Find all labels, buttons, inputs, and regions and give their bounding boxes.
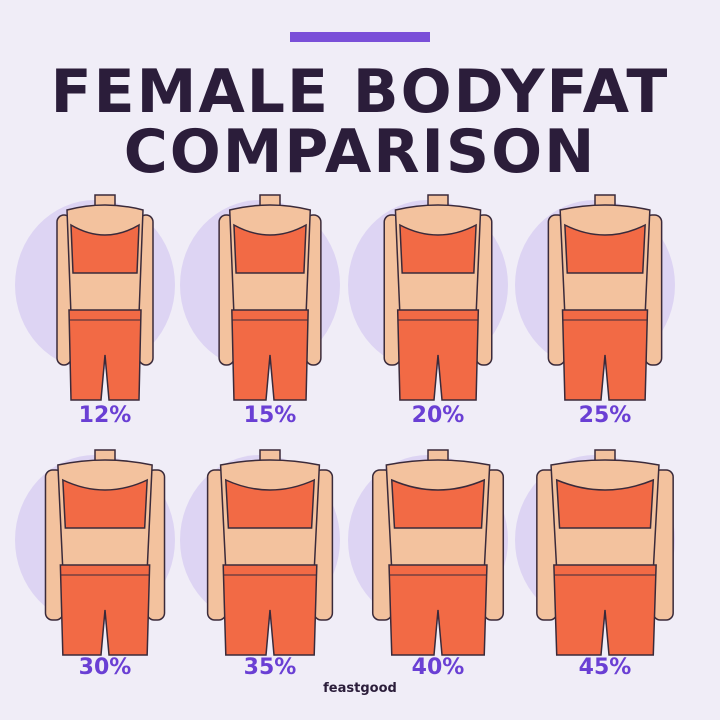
shorts xyxy=(396,309,480,401)
top xyxy=(62,478,148,529)
shorts xyxy=(59,564,151,656)
top xyxy=(70,223,140,274)
percentage-label: 40% xyxy=(412,655,465,680)
percentage-label: 35% xyxy=(244,655,297,680)
top xyxy=(399,223,477,274)
top xyxy=(224,478,316,529)
figures: 12% 15% 20% 25% 30% 35% 40% 45% xyxy=(15,194,675,680)
brand: feastgood xyxy=(323,681,397,696)
shorts xyxy=(553,564,657,656)
percentage-label: 25% xyxy=(579,403,632,428)
percentage-label: 12% xyxy=(79,403,132,428)
shorts xyxy=(561,309,649,401)
shorts xyxy=(68,309,142,401)
top xyxy=(233,223,307,274)
percentage-label: 45% xyxy=(579,655,632,680)
top xyxy=(555,478,655,529)
percentage-label: 20% xyxy=(412,403,465,428)
shorts xyxy=(388,564,488,656)
top xyxy=(564,223,646,274)
title-line: COMPARISON xyxy=(124,117,597,187)
accent-bar xyxy=(290,32,430,42)
percentage-label: 15% xyxy=(244,403,297,428)
shorts xyxy=(222,564,318,656)
percentage-label: 30% xyxy=(79,655,132,680)
top xyxy=(390,478,486,529)
shorts xyxy=(231,309,309,401)
title-line: FEMALE BODYFAT xyxy=(51,57,670,127)
